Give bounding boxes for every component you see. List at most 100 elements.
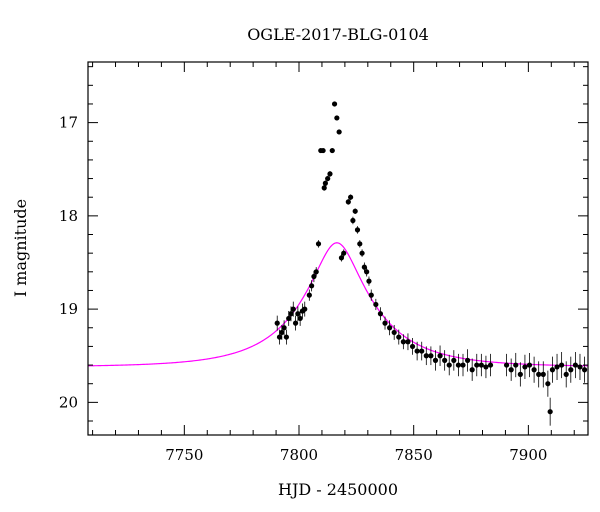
data-point — [400, 339, 406, 345]
data-point — [387, 325, 393, 331]
data-point — [283, 334, 289, 340]
data-point — [460, 362, 466, 368]
data-point — [361, 264, 367, 270]
data-point — [391, 329, 397, 336]
data-point — [334, 115, 340, 121]
data-point — [577, 364, 583, 370]
y-tick-label: 20 — [59, 393, 78, 411]
chart-title: OGLE-2017-BLG-0104 — [247, 25, 429, 44]
data-point — [517, 371, 523, 377]
data-point — [442, 357, 448, 363]
data-point — [428, 353, 434, 359]
data-point — [329, 147, 335, 154]
data-point — [559, 362, 565, 368]
data-points-layer — [274, 101, 588, 426]
data-point — [315, 241, 322, 247]
data-point — [478, 362, 484, 368]
data-point — [549, 367, 556, 373]
model-curve — [88, 242, 588, 367]
data-point — [522, 364, 528, 370]
data-point — [295, 311, 301, 317]
data-point — [357, 241, 363, 247]
data-point — [325, 175, 331, 182]
data-point — [483, 364, 489, 370]
data-point — [320, 147, 326, 154]
data-point — [405, 339, 411, 345]
data-point — [474, 362, 480, 368]
data-point — [526, 362, 533, 368]
data-point — [396, 334, 402, 340]
data-point — [446, 362, 452, 368]
data-point — [455, 362, 462, 368]
axis-ticks — [88, 62, 588, 435]
data-point — [469, 367, 475, 373]
data-point — [279, 329, 285, 336]
data-point — [368, 292, 374, 298]
data-point — [432, 357, 439, 363]
x-tick-label: 7800 — [280, 446, 318, 464]
data-point — [419, 348, 425, 354]
model-curve-layer — [88, 242, 588, 367]
data-point — [409, 343, 416, 350]
data-point — [321, 185, 327, 191]
data-point — [513, 362, 519, 368]
data-point — [547, 409, 553, 415]
data-point — [341, 250, 347, 256]
data-point — [581, 367, 588, 373]
data-point — [377, 311, 384, 317]
plot-frame — [87, 61, 589, 436]
data-point — [508, 367, 514, 373]
data-point — [274, 320, 280, 326]
data-point — [292, 320, 299, 326]
data-point — [322, 180, 328, 186]
data-point — [568, 367, 574, 373]
data-point — [503, 362, 510, 368]
data-point — [302, 306, 308, 312]
data-point — [327, 171, 333, 177]
data-point — [306, 292, 312, 298]
data-point — [297, 315, 303, 322]
data-point — [338, 255, 345, 261]
data-point — [414, 348, 420, 354]
x-tick-labels: 7750 7800 7850 7900 — [165, 446, 547, 464]
data-point — [437, 353, 443, 359]
data-point — [366, 278, 372, 284]
data-point — [536, 371, 542, 377]
x-tick-label: 7750 — [165, 446, 203, 464]
data-point — [364, 269, 370, 275]
y-tick-labels: 17 18 19 20 — [59, 114, 78, 412]
y-tick-label: 19 — [59, 300, 78, 318]
data-point — [350, 217, 356, 224]
y-tick-label: 18 — [59, 207, 78, 225]
data-point — [331, 101, 338, 107]
data-point — [286, 315, 292, 322]
data-point — [554, 364, 560, 370]
data-point — [288, 311, 294, 317]
data-point — [352, 208, 358, 214]
data-point — [563, 371, 569, 377]
y-axis-label: I magnitude — [11, 199, 30, 297]
data-point — [464, 357, 471, 363]
data-point — [311, 273, 317, 280]
data-point — [572, 362, 578, 368]
data-point — [423, 353, 429, 359]
data-point — [382, 320, 388, 326]
data-point — [531, 367, 537, 373]
data-point — [348, 194, 354, 200]
data-point — [309, 283, 315, 289]
x-axis-label: HJD - 2450000 — [278, 480, 398, 499]
data-point — [281, 325, 287, 331]
x-tick-label: 7850 — [395, 446, 433, 464]
data-point — [545, 381, 551, 387]
y-tick-label: 17 — [59, 114, 78, 132]
data-point — [354, 227, 361, 233]
data-point — [359, 250, 365, 256]
data-point — [451, 357, 457, 363]
data-point — [290, 306, 296, 312]
data-point — [276, 334, 283, 340]
data-point — [336, 129, 342, 135]
data-point — [540, 371, 546, 377]
data-point — [487, 362, 494, 368]
